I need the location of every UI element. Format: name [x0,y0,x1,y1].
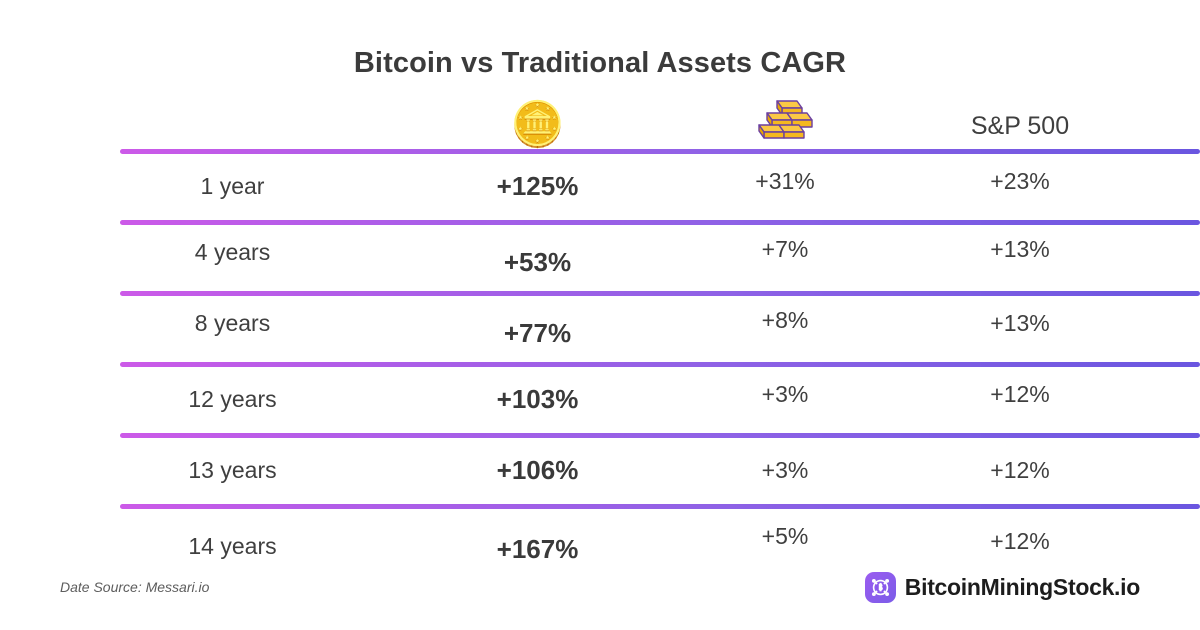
brand-name-label: BitcoinMiningStock.io [904,573,1141,600]
title-container: Bitcoin vs Traditional Assets CAGR [0,0,1200,81]
comparison-table: 🪙 [60,81,1200,575]
row-period-label: 1 year [200,173,265,200]
column-header-gold [670,95,900,147]
table-row: 8 years +77% +8% +13% [60,296,1140,362]
bitcoinminingstock-logo-icon [864,571,896,603]
row-gold-value: +3% [761,381,809,408]
gold-bars-icon [670,95,900,147]
row-sp500-value: +12% [990,381,1050,408]
footer: Date Source: Messari.io [0,570,1200,604]
row-period-label: 12 years [188,386,277,413]
row-period-label: 13 years [188,457,277,484]
row-gold-value: +5% [761,523,809,550]
row-sp500-value: +12% [990,528,1050,555]
row-sp500-value: +12% [990,457,1050,484]
row-period-label: 4 years [194,239,271,266]
row-gold-value: +8% [761,307,809,334]
table-row: 12 years +103% +3% +12% [60,367,1140,433]
row-bitcoin-value: +103% [496,384,579,415]
table-row: 1 year +125% +31% +23% [60,154,1140,220]
column-header-bitcoin: 🪙 [405,99,670,149]
page-title: Bitcoin vs Traditional Assets CAGR [353,47,847,79]
table-row: 13 years +106% +3% +12% [60,438,1140,504]
row-divider [120,432,1200,438]
row-divider [120,361,1200,367]
brand-logo[interactable]: BitcoinMiningStock.io [864,571,1141,603]
column-header-sp500: S&P 500 [970,111,1070,140]
row-period-label: 14 years [188,533,277,560]
table-header-row: 🪙 [60,81,1140,149]
row-gold-value: +31% [755,168,815,195]
row-divider [120,290,1200,296]
row-divider [120,219,1200,225]
row-period-label: 8 years [194,310,271,337]
row-sp500-value: +23% [990,168,1050,195]
row-bitcoin-value: +77% [503,318,572,349]
row-sp500-value: +13% [990,236,1050,263]
row-bitcoin-value: +125% [496,171,579,202]
data-source-label: Date Source: Messari.io [60,579,210,595]
row-divider [120,503,1200,509]
row-bitcoin-value: +167% [496,534,579,565]
row-gold-value: +7% [761,236,809,263]
table-row: 4 years +53% +7% +13% [60,225,1140,291]
table-row: 14 years +167% +5% +12% [60,509,1140,575]
row-bitcoin-value: +53% [503,247,572,278]
row-divider [120,148,1200,154]
row-gold-value: +3% [761,457,809,484]
coin-stack-icon: 🪙 [510,99,565,149]
row-bitcoin-value: +106% [496,455,579,486]
row-sp500-value: +13% [990,310,1050,337]
